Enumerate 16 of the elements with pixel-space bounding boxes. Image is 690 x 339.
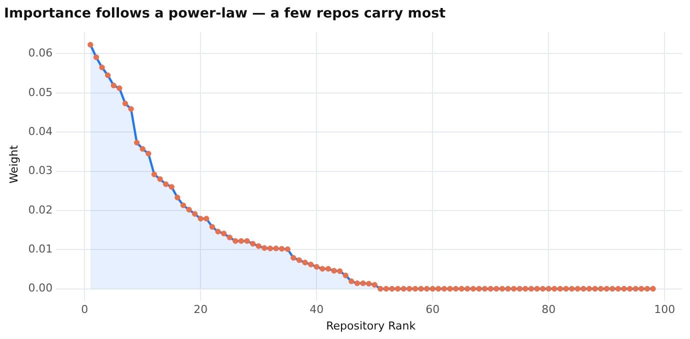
x-tick-label: 20 [194,303,208,316]
x-axis-title: Repository Rank [326,319,416,332]
chart-title: Importance follows a power-law — a few repos carry most [4,6,446,22]
y-tick-label: 0.06 [28,46,53,60]
x-tick-label: 40 [310,303,324,316]
y-tick-label: 0.01 [28,242,53,256]
y-tick-label: 0.00 [28,282,53,295]
y-tick-label: 0.05 [28,86,53,99]
y-axis-title: Weight [7,144,20,184]
x-tick-label: 100 [654,303,676,316]
x-tick-label: 80 [542,303,556,316]
x-tick-label: 0 [81,303,88,316]
y-tick-label: 0.02 [28,203,53,216]
x-tick-label: 60 [426,303,440,316]
y-tick-label: 0.03 [28,164,53,178]
y-tick-label: 0.04 [28,124,53,138]
